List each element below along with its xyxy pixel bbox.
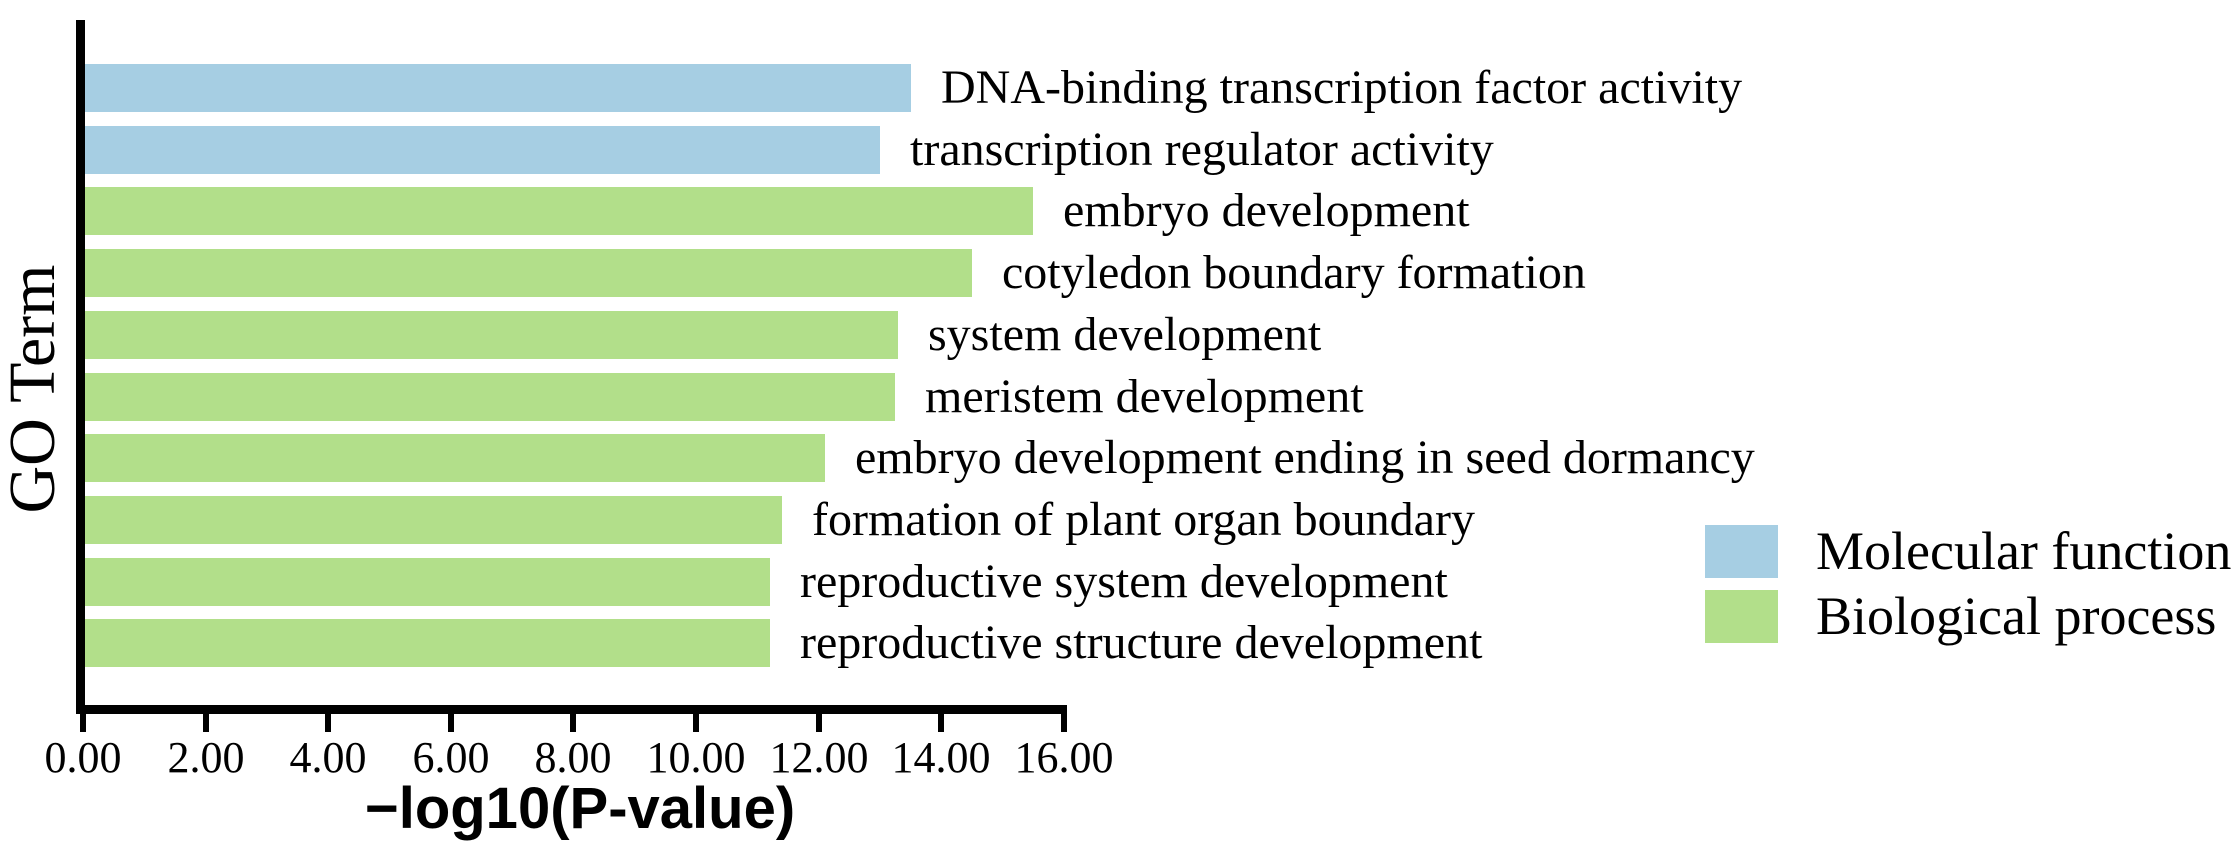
- x-tick-label: 2.00: [167, 733, 245, 782]
- x-axis-line: [76, 705, 1067, 714]
- bar-row: cotyledon boundary formation: [85, 246, 1586, 300]
- y-axis-line: [76, 20, 85, 713]
- bar: [85, 372, 895, 421]
- x-tick-label: 10.00: [646, 733, 746, 782]
- x-tick-mark: [80, 713, 86, 732]
- x-axis-title: −log10(P-value): [364, 776, 796, 841]
- x-tick-mark: [203, 713, 209, 732]
- bar-row: embryo development ending in seed dorman…: [85, 431, 1755, 485]
- x-tick-mark: [1061, 713, 1067, 732]
- bar: [85, 64, 911, 112]
- x-tick-mark: [448, 713, 454, 732]
- bar-category-label: embryo development ending in seed dorman…: [855, 431, 1755, 485]
- bar: [85, 619, 770, 668]
- x-tick-label: 0.00: [44, 733, 122, 782]
- bar-category-label: system development: [928, 307, 1322, 361]
- bar-category-label: reproductive structure development: [800, 616, 1483, 670]
- legend-swatch-biological-process: [1705, 589, 1778, 643]
- x-tick-label: 12.00: [769, 733, 869, 782]
- bar: [85, 249, 972, 298]
- bar-row: formation of plant organ boundary: [85, 492, 1475, 546]
- bar-category-label: cotyledon boundary formation: [1002, 246, 1586, 300]
- legend-label: Biological process: [1816, 586, 2217, 646]
- x-tick-mark: [938, 713, 944, 732]
- bar: [85, 434, 825, 483]
- bar-category-label: transcription regulator activity: [910, 122, 1494, 176]
- bar-row: system development: [85, 307, 1322, 361]
- bar-category-label: DNA-binding transcription factor activit…: [941, 61, 1743, 114]
- bar-row: DNA-binding transcription factor activit…: [85, 64, 1742, 112]
- bar: [85, 310, 898, 359]
- bar-row: reproductive system development: [85, 554, 1448, 608]
- x-tick-mark: [325, 713, 331, 732]
- legend-item-biological-process: Biological process: [1705, 589, 2231, 643]
- bar-category-label: formation of plant organ boundary: [812, 492, 1475, 546]
- x-tick-mark: [693, 713, 699, 732]
- bar-row: meristem development: [85, 369, 1364, 423]
- x-tick-label: 4.00: [289, 733, 367, 782]
- bar-category-label: embryo development: [1063, 184, 1470, 238]
- bar-row: embryo development: [85, 184, 1470, 238]
- x-tick-mark: [816, 713, 822, 732]
- bar-row: reproductive structure development: [85, 616, 1483, 670]
- x-tick-label: 6.00: [412, 733, 490, 782]
- x-tick-label: 14.00: [891, 733, 991, 782]
- x-tick-label: 8.00: [534, 733, 612, 782]
- y-axis-title: GO Term: [0, 264, 69, 514]
- legend-swatch-molecular-function: [1705, 524, 1778, 578]
- bar-row: transcription regulator activity: [85, 122, 1494, 176]
- legend: Molecular function Biological process: [1705, 524, 2231, 643]
- bar-category-label: meristem development: [925, 369, 1364, 423]
- bar: [85, 187, 1033, 236]
- x-tick-mark: [570, 713, 576, 732]
- bar: [85, 557, 770, 606]
- bar-category-label: reproductive system development: [800, 554, 1448, 608]
- bar: [85, 495, 782, 544]
- x-tick-label: 16.00: [1014, 733, 1114, 782]
- legend-label: Molecular function: [1816, 521, 2232, 581]
- bar: [85, 125, 880, 174]
- legend-item-molecular-function: Molecular function: [1705, 524, 2231, 578]
